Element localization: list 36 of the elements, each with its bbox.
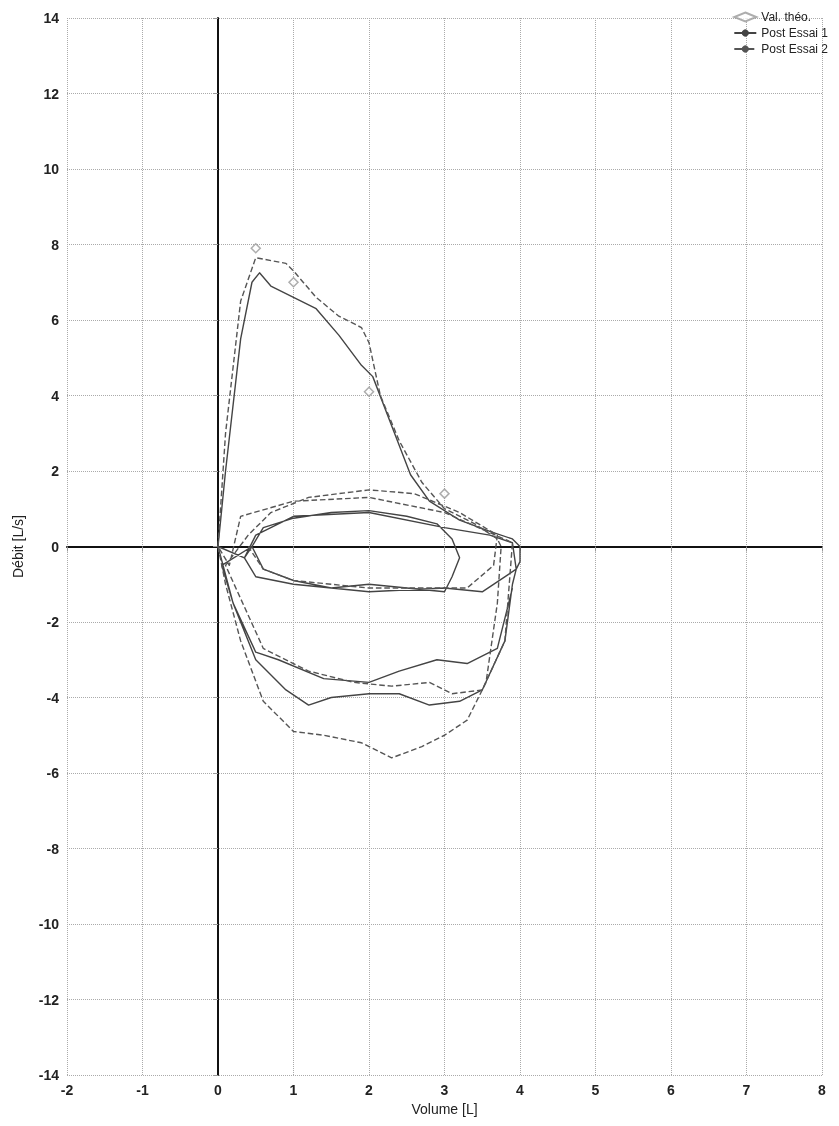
y-tick-label: -8 <box>46 840 60 857</box>
y-tick-label: 4 <box>51 387 60 404</box>
point <box>363 386 375 397</box>
y-tick-label: 10 <box>43 161 60 177</box>
line-series <box>217 257 514 759</box>
point <box>288 277 299 288</box>
y-axis-title: Débit [L/s] <box>10 514 26 579</box>
x-tick-label: -1 <box>136 1082 149 1098</box>
y-tick-label: -12 <box>38 991 60 1008</box>
legend-label: Post Essai 1 <box>761 26 829 40</box>
x-tick-label: 7 <box>742 1082 751 1098</box>
y-tick-label: 8 <box>51 236 60 253</box>
y-tick-label: 12 <box>43 85 60 102</box>
x-axis-title: Volume [L] <box>411 1100 478 1117</box>
x-tick-label: 6 <box>667 1082 676 1098</box>
y-tick-label: 0 <box>51 538 60 555</box>
y-tick-label: -10 <box>38 916 60 932</box>
x-tick-label: 5 <box>591 1082 600 1098</box>
x-tick-label: 1 <box>289 1082 298 1098</box>
point <box>250 243 261 254</box>
x-tick-label: 0 <box>214 1082 223 1098</box>
y-tick-label: 6 <box>51 312 60 328</box>
legend-label: Post Essai 2 <box>761 42 829 56</box>
line-series <box>217 272 521 706</box>
x-tick-label: 3 <box>440 1082 449 1098</box>
y-tick-label: 14 <box>43 10 60 26</box>
x-tick-label: 4 <box>516 1082 525 1098</box>
point <box>439 488 450 499</box>
legend-label: Val. théo. <box>761 10 812 24</box>
y-tick-label: 2 <box>51 463 60 479</box>
y-tick-label: -6 <box>46 765 60 781</box>
y-tick-label: -2 <box>46 614 60 630</box>
x-tick-label: 2 <box>365 1082 374 1098</box>
y-tick-label: -4 <box>46 689 60 706</box>
y-tick-label: -14 <box>38 1067 60 1083</box>
x-tick-label: 8 <box>818 1082 827 1098</box>
